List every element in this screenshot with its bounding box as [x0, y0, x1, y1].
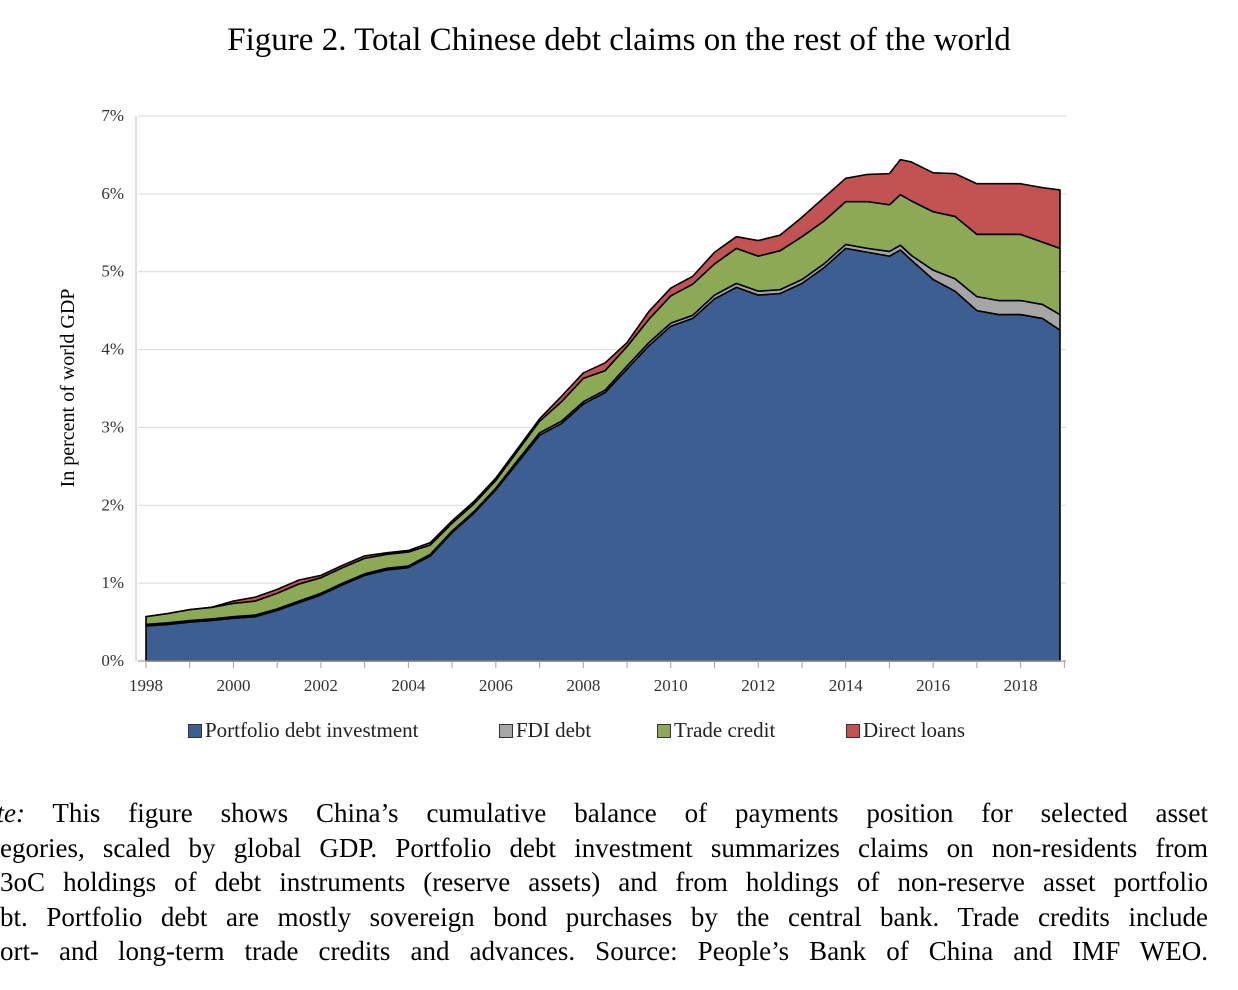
- legend: Portfolio debt investment FDI debt Trade c…: [0, 718, 1238, 748]
- legend-swatch: [499, 723, 513, 738]
- legend-swatch: [657, 723, 671, 738]
- legend-swatch: [846, 723, 860, 738]
- x-tick-label: 2010: [654, 676, 688, 695]
- y-tick-label: 0%: [101, 651, 124, 670]
- x-tick-label: 2000: [216, 676, 250, 695]
- note-line-text: This figure shows China’s cumulative bal…: [24, 798, 1208, 828]
- y-tick-label: 5%: [101, 262, 124, 281]
- note-line: bt. Portfolio debt are mostly sovereign …: [0, 901, 1208, 932]
- legend-label: Direct loans: [863, 718, 966, 742]
- y-axis-title: In percent of world GDP: [57, 289, 79, 488]
- x-tick-label: 2002: [304, 676, 338, 695]
- y-tick-label: 1%: [101, 573, 124, 592]
- area-direct-loans: [145, 158, 1061, 618]
- legend-label: Portfolio debt investment: [205, 718, 419, 742]
- x-tick-label: 2018: [1004, 676, 1038, 695]
- x-tick-label: 2008: [566, 676, 600, 695]
- x-tick-label: 2014: [829, 676, 864, 695]
- x-tick-label: 2006: [479, 676, 513, 695]
- axes: 0% 1% 2% 3% 4% 5% 6% 7% 1998 2000 2002 2004 2006 2008…: [101, 106, 1066, 695]
- legend-item: Portfolio debt investment: [188, 718, 418, 743]
- y-tick-label: 6%: [101, 184, 124, 203]
- note-label: ote:: [0, 798, 25, 828]
- y-tick-label: 7%: [101, 106, 124, 125]
- y-tick-label: 4%: [101, 340, 124, 359]
- note-line: 3oC holdings of debt instruments (reserv…: [0, 867, 1208, 897]
- note-line: ort- and long-term trade credits and adv…: [0, 936, 1208, 966]
- note-line: ote: This figure shows China’s cumulativ…: [0, 796, 1208, 831]
- area-series: [145, 158, 1061, 662]
- x-tick-label: 1998: [129, 676, 163, 695]
- y-tick-label: 3%: [101, 417, 124, 436]
- legend-item: FDI debt: [499, 718, 591, 743]
- legend-label: FDI debt: [516, 718, 592, 742]
- legend-swatch: [188, 723, 202, 738]
- legend-item: Direct loans: [846, 718, 965, 743]
- x-tick-label: 2004: [391, 676, 426, 695]
- y-tick-label: 2%: [101, 495, 124, 514]
- legend-item: Trade credit: [657, 718, 775, 743]
- x-tick-label: 2012: [741, 676, 775, 695]
- figure-note: ote: This figure shows China’s cumulativ…: [0, 796, 1208, 976]
- note-line: egories, scaled by global GDP. Portfolio…: [0, 832, 1208, 863]
- legend-label: Trade credit: [674, 718, 776, 742]
- x-tick-label: 2016: [916, 676, 950, 695]
- stacked-area-chart: 0% 1% 2% 3% 4% 5% 6% 7% 1998 2000 2002 2004 2006 2008…: [57, 106, 1066, 695]
- figure-title: Figure 2. Total Chinese debt claims on t…: [227, 22, 1011, 58]
